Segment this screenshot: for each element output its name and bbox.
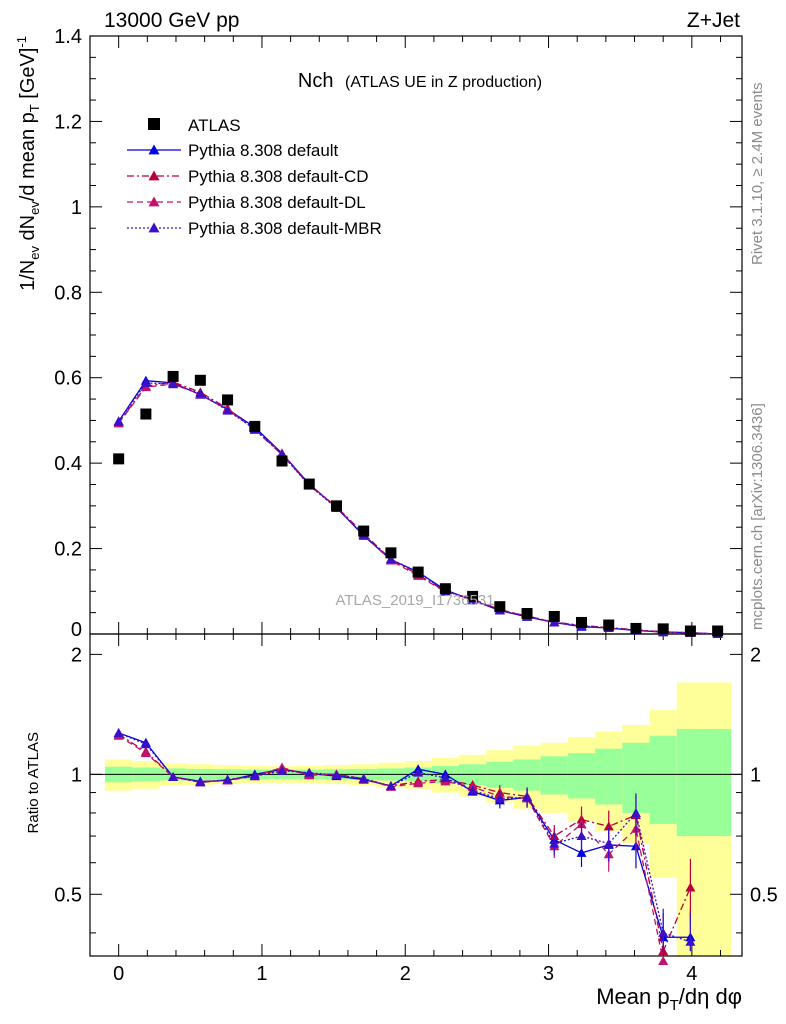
x-tick-label: 0 (113, 963, 124, 985)
band-inner (649, 735, 677, 825)
legend-marker-2 (148, 196, 160, 207)
series-marker-3 (222, 405, 233, 415)
atlas-point (603, 619, 615, 631)
y-tick-label: 0.2 (54, 539, 82, 561)
atlas-point (140, 408, 152, 420)
y-tick-label: 0.8 (54, 282, 82, 304)
atlas-point (467, 590, 479, 602)
ratio-marker-1 (685, 882, 696, 892)
y-tick-label: 0.6 (54, 368, 82, 390)
ratio-y-tick-label-right: 2 (750, 644, 761, 666)
ratio-marker-1 (603, 821, 614, 831)
atlas-point (494, 601, 506, 613)
series-marker-3 (113, 416, 124, 426)
ratio-marker-3 (685, 936, 696, 946)
atlas-point (548, 610, 560, 622)
legend-atlas-marker (148, 118, 160, 130)
series-marker-3 (140, 377, 151, 387)
ratio-marker-3 (113, 727, 124, 737)
y-tick-label: 0.4 (54, 453, 82, 475)
band-inner (540, 756, 568, 795)
atlas-point (576, 616, 588, 628)
x-tick-label: 1 (256, 963, 267, 985)
atlas-point (412, 566, 424, 578)
legend-label-0: Pythia 8.308 default (188, 141, 339, 160)
atlas-point (276, 455, 288, 467)
band-inner (513, 759, 541, 791)
y-axis-label: 1/Nev dNev/d mean pT [GeV]-1 (14, 36, 42, 291)
atlas-point (385, 547, 397, 559)
rivet-label: Rivet 3.1.10, ≥ 2.4M events (749, 83, 766, 266)
band-inner (595, 748, 623, 805)
band-inner (676, 728, 705, 837)
atlas-point (684, 625, 696, 637)
atlas-point (712, 625, 724, 637)
y-tick-label: 1.2 (54, 111, 82, 133)
main-panel-series (113, 370, 724, 638)
legend-marker-0 (148, 144, 160, 155)
ratio-marker-2 (413, 778, 424, 788)
band-inner (567, 753, 596, 799)
ratio-marker-3 (249, 771, 260, 781)
atlas-point (358, 525, 370, 537)
ratio-marker-3 (222, 774, 233, 784)
ratio-y-axis-label: Ratio to ATLAS (25, 732, 42, 833)
atlas-point (194, 374, 206, 386)
chart-title-main: Nch (298, 70, 334, 92)
ratio-marker-3 (413, 767, 424, 777)
atlas-point (630, 622, 642, 634)
y-tick-label: 1 (71, 197, 82, 219)
atlas-point (657, 623, 669, 635)
atlas-point (330, 500, 342, 512)
atlas-point (249, 420, 261, 432)
atlas-point (167, 370, 179, 382)
ratio-y-tick-label: 1 (71, 764, 82, 786)
legend-marker-1 (148, 170, 160, 181)
ratio-marker-3 (630, 807, 641, 817)
legend-marker-3 (148, 222, 160, 233)
ratio-frame (89, 633, 743, 957)
ratio-marker-3 (195, 777, 206, 787)
legend-label-1: Pythia 8.308 default-CD (188, 167, 369, 186)
ratio-panel-series (113, 727, 696, 966)
mcplots-label: mcplots.cern.ch [arXiv:1306.3436] (749, 403, 766, 630)
atlas-point (222, 394, 234, 406)
ratio-y-tick-label: 0.5 (54, 884, 82, 906)
atlas-point (303, 478, 315, 490)
series-marker-3 (168, 379, 179, 389)
ratio-marker-3 (168, 771, 179, 781)
atlas-point (113, 453, 125, 465)
legend-atlas-label: ATLAS (188, 116, 241, 135)
ratio-marker-3 (603, 838, 614, 848)
watermark: ATLAS_2019_I1736531 (335, 592, 494, 609)
header-left: 13000 GeV pp (104, 9, 239, 32)
y-tick-label: 0 (71, 619, 82, 641)
ratio-y-tick-label: 2 (71, 644, 82, 666)
header-right: Z+Jet (687, 9, 740, 32)
ratio-y-tick-label-right: 0.5 (750, 884, 778, 906)
chart-title: Nch (ATLAS UE in Z production) (298, 70, 542, 92)
ratio-marker-3 (576, 831, 587, 841)
axis-ticks: 0 1 2 3 4 0 0.2 0.4 0.6 0.8 1 1.2 1.4 0.5 0.5 1 1 2 2 (54, 26, 778, 985)
x-tick-label: 2 (400, 963, 411, 985)
ratio-y-tick-label-right: 1 (750, 764, 761, 786)
ratio-marker-3 (277, 765, 288, 775)
x-axis-label: Mean pT/dη dφ (596, 984, 742, 1014)
y-tick-label: 1.4 (54, 26, 82, 48)
ratio-line-3 (118, 732, 691, 943)
chart-subtitle: (ATLAS UE in Z production) (345, 74, 542, 91)
x-tick-label: 4 (686, 963, 697, 985)
legend: ATLAS Pythia 8.308 default Pythia 8.308 de… (127, 116, 382, 238)
series-line-3 (118, 382, 718, 635)
legend-label-3: Pythia 8.308 default-MBR (188, 219, 382, 238)
series-marker-3 (385, 554, 396, 564)
series-marker-3 (195, 388, 206, 398)
legend-label-2: Pythia 8.308 default-DL (188, 193, 366, 212)
band-inner (704, 728, 732, 837)
atlas-point (521, 607, 533, 619)
atlas-point (439, 583, 451, 595)
x-tick-label: 3 (543, 963, 554, 985)
